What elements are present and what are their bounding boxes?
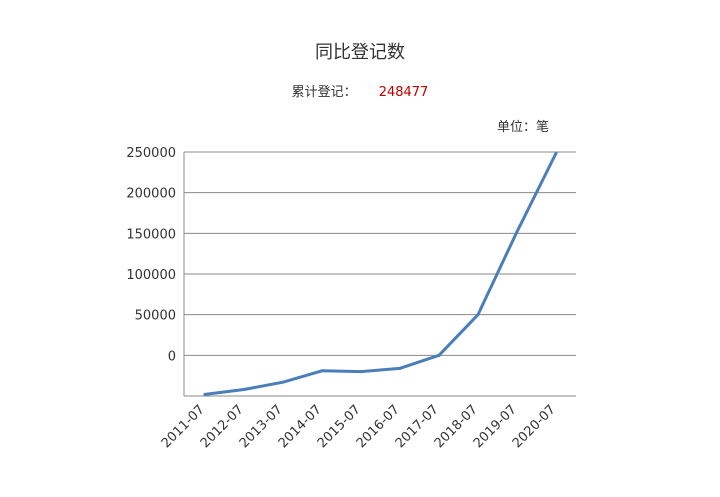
y-tick-label: 50000 xyxy=(135,309,176,324)
data-point xyxy=(359,370,363,374)
data-point xyxy=(320,369,324,373)
y-tick-label: 0 xyxy=(168,349,176,364)
data-point xyxy=(203,392,207,396)
total-registrations: 累计登记： 248477 xyxy=(0,81,720,100)
data-point xyxy=(554,151,558,155)
y-tick-label: 200000 xyxy=(126,187,176,202)
chart-title: 同比登记数 xyxy=(315,42,405,63)
series-line-0 xyxy=(203,151,558,396)
total-label: 累计登记： xyxy=(291,85,357,100)
total-value: 248477 xyxy=(378,85,429,100)
y-tick-label: 150000 xyxy=(126,227,176,242)
data-point xyxy=(242,387,246,391)
y-tick-label: 100000 xyxy=(126,268,176,283)
data-point xyxy=(515,230,519,234)
data-point xyxy=(281,380,285,384)
data-point xyxy=(476,313,480,317)
data-point xyxy=(437,353,441,357)
y-tick-label: 250000 xyxy=(126,146,176,161)
data-point xyxy=(398,366,402,370)
unit-label: 单位：笔 xyxy=(497,120,550,135)
x-tick-label: 2020-07 xyxy=(510,402,559,451)
